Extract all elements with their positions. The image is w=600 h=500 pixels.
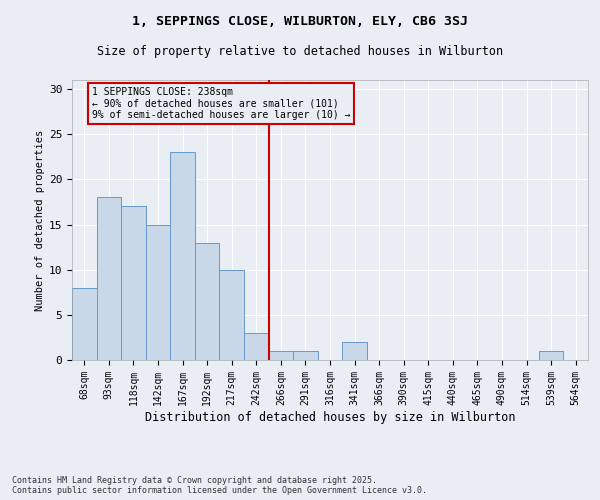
X-axis label: Distribution of detached houses by size in Wilburton: Distribution of detached houses by size … <box>145 410 515 424</box>
Bar <box>97 198 121 360</box>
Bar <box>342 342 367 360</box>
Bar <box>220 270 244 360</box>
Bar <box>146 224 170 360</box>
Text: Contains HM Land Registry data © Crown copyright and database right 2025.
Contai: Contains HM Land Registry data © Crown c… <box>12 476 427 495</box>
Bar <box>269 351 293 360</box>
Text: Size of property relative to detached houses in Wilburton: Size of property relative to detached ho… <box>97 45 503 58</box>
Text: 1, SEPPINGS CLOSE, WILBURTON, ELY, CB6 3SJ: 1, SEPPINGS CLOSE, WILBURTON, ELY, CB6 3… <box>132 15 468 28</box>
Bar <box>195 242 220 360</box>
Bar <box>539 351 563 360</box>
Bar <box>72 288 97 360</box>
Bar <box>244 333 269 360</box>
Y-axis label: Number of detached properties: Number of detached properties <box>35 130 44 310</box>
Text: 1 SEPPINGS CLOSE: 238sqm
← 90% of detached houses are smaller (101)
9% of semi-d: 1 SEPPINGS CLOSE: 238sqm ← 90% of detach… <box>92 87 350 120</box>
Bar <box>170 152 195 360</box>
Bar <box>293 351 318 360</box>
Bar <box>121 206 146 360</box>
